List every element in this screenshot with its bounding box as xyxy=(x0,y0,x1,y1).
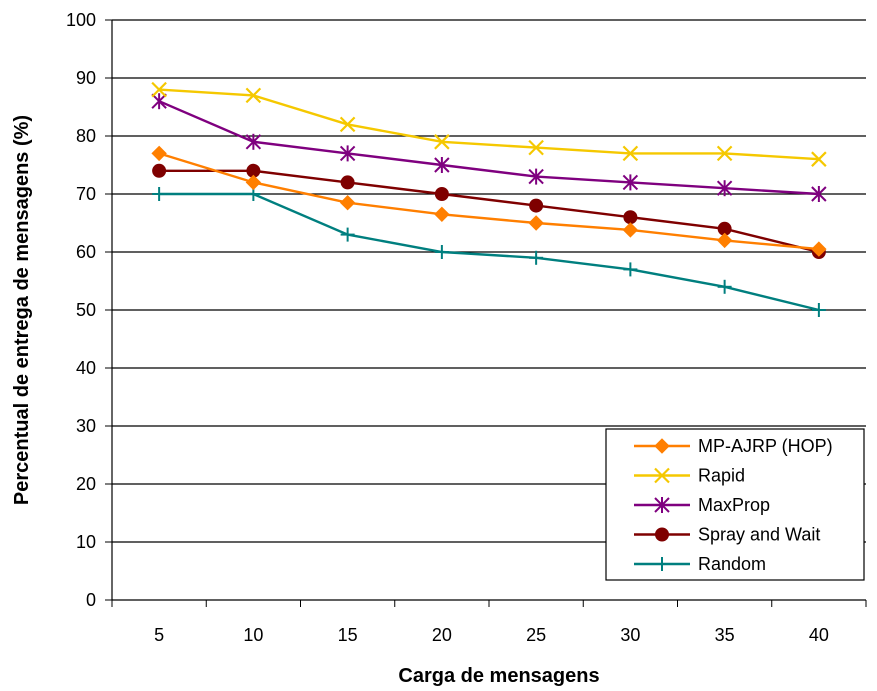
data-point xyxy=(716,232,733,249)
series-line xyxy=(158,100,819,196)
data-point xyxy=(434,187,449,201)
data-point xyxy=(528,168,544,185)
data-point xyxy=(434,157,450,173)
y-tick-label: 50 xyxy=(76,300,96,320)
legend-entry: MP-AJRP (HOP) xyxy=(634,436,833,456)
data-point xyxy=(811,241,827,257)
y-tick-label: 30 xyxy=(76,416,96,436)
data-point xyxy=(529,250,544,265)
data-point xyxy=(434,134,450,150)
data-point xyxy=(245,174,262,191)
marker-stroke xyxy=(716,145,733,162)
series-group xyxy=(151,81,827,317)
legend-label: Random xyxy=(698,554,766,574)
x-tick-label: 40 xyxy=(809,625,829,645)
x-tick-label: 30 xyxy=(620,625,640,645)
legend-marker xyxy=(654,438,670,454)
data-point xyxy=(339,116,356,133)
data-point xyxy=(716,145,733,162)
series-line xyxy=(159,88,819,161)
legend-marker xyxy=(655,527,669,542)
x-tick-label: 15 xyxy=(338,625,358,645)
marker-stroke xyxy=(811,151,827,167)
data-point xyxy=(623,262,638,277)
y-tick-label: 100 xyxy=(66,10,96,30)
marker-stroke xyxy=(528,139,544,156)
data-point xyxy=(717,279,732,294)
data-point xyxy=(622,145,639,162)
series-mp-ajrp-hop xyxy=(151,145,827,257)
series-line xyxy=(158,152,819,251)
legend-marker xyxy=(654,467,670,484)
legend-label: Rapid xyxy=(698,466,745,486)
legend-marker xyxy=(655,557,669,571)
data-point xyxy=(339,194,356,211)
data-point xyxy=(811,151,827,167)
data-point xyxy=(529,198,544,213)
x-tick-label: 25 xyxy=(526,625,546,645)
y-tick-label: 60 xyxy=(76,242,96,262)
data-point xyxy=(716,180,733,197)
y-tick-label: 40 xyxy=(76,358,96,378)
data-point xyxy=(245,87,262,104)
legend: MP-AJRP (HOP) Rapid MaxProp Spray and Wait R… xyxy=(605,428,865,581)
series-random xyxy=(152,187,826,317)
y-tick-label: 20 xyxy=(76,474,96,494)
series-line xyxy=(159,169,820,254)
data-point xyxy=(623,210,638,225)
legend-label: MP-AJRP (HOP) xyxy=(698,436,833,456)
data-point xyxy=(339,145,356,162)
legend-marker xyxy=(654,497,670,513)
y-tick-label: 90 xyxy=(76,68,96,88)
data-point xyxy=(152,163,167,178)
y-tick-label: 0 xyxy=(86,590,96,610)
data-point xyxy=(151,81,167,98)
data-point xyxy=(151,93,167,110)
y-tick-label: 70 xyxy=(76,184,96,204)
x-tick-label: 35 xyxy=(715,625,735,645)
legend-entry: Random xyxy=(634,554,766,574)
x-axis-title: Carga de mensagens xyxy=(398,665,599,687)
data-point xyxy=(811,186,827,202)
series-rapid xyxy=(151,81,827,167)
x-tick-label: 5 xyxy=(154,625,164,645)
x-tick-label: 10 xyxy=(243,625,263,645)
legend-entry: MaxProp xyxy=(634,495,770,515)
marker-stroke xyxy=(654,467,670,484)
y-tick-label: 80 xyxy=(76,126,96,146)
marker-stroke xyxy=(622,145,639,162)
data-point xyxy=(340,227,355,242)
legend-entry: Spray and Wait xyxy=(634,525,820,545)
axes xyxy=(105,19,867,607)
series-maxprop xyxy=(151,93,827,202)
marker-stroke xyxy=(245,87,262,104)
marker-stroke xyxy=(151,81,167,98)
data-point xyxy=(340,175,355,190)
legend-label: Spray and Wait xyxy=(698,525,820,545)
data-point xyxy=(528,215,544,231)
data-point xyxy=(151,145,167,162)
x-tick-label: 20 xyxy=(432,625,452,645)
legend-entry: Rapid xyxy=(634,466,745,486)
data-point xyxy=(622,174,639,191)
data-point xyxy=(152,187,167,201)
data-point xyxy=(434,245,449,259)
data-point xyxy=(434,206,450,223)
series-spray-and-wait xyxy=(152,163,826,259)
data-point xyxy=(622,222,639,238)
tick-labels: 0 10 20 30 40 50 60 70 80 90 100 5 10 15 20 25 30 35 40 xyxy=(66,10,829,645)
data-point xyxy=(811,303,826,317)
marker-stroke xyxy=(339,116,356,133)
series-line xyxy=(159,192,820,312)
legend-label: MaxProp xyxy=(698,495,770,515)
data-point xyxy=(245,133,262,150)
y-axis-title: Percentual de entrega de mensagens (%) xyxy=(11,115,33,505)
data-point xyxy=(528,139,544,156)
y-tick-label: 10 xyxy=(76,532,96,552)
marker-stroke xyxy=(434,134,450,150)
